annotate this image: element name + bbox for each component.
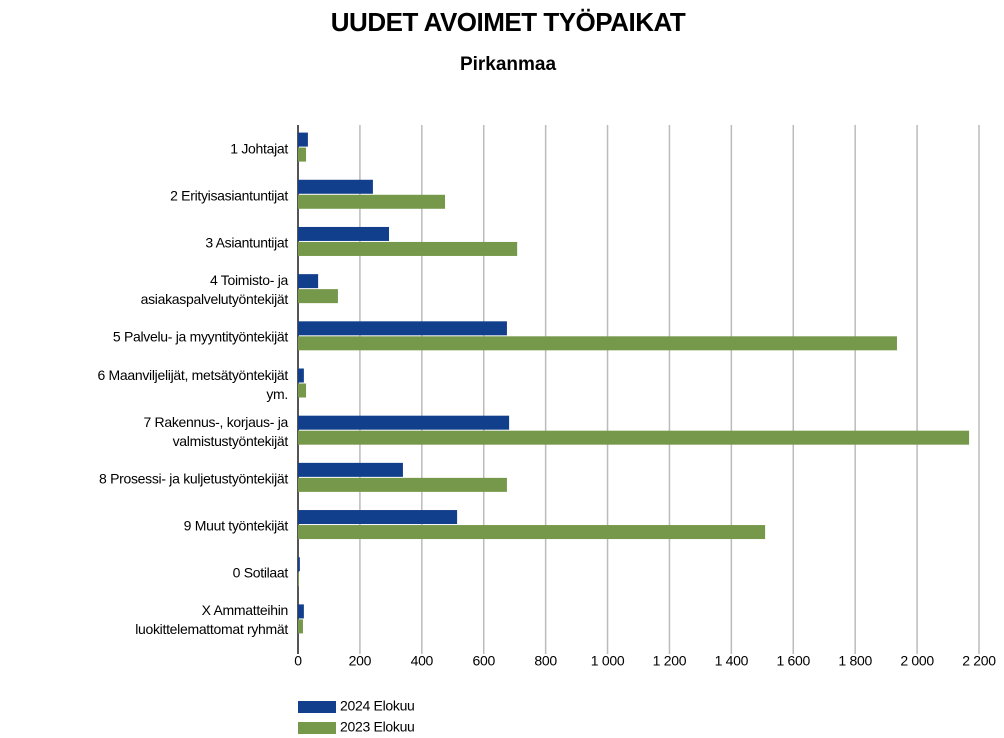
bar bbox=[298, 619, 303, 634]
x-tick-label: 2 200 bbox=[962, 653, 996, 669]
x-tick-label: 600 bbox=[472, 653, 495, 669]
x-tick-label: 1 800 bbox=[838, 653, 872, 669]
legend-swatch bbox=[298, 701, 336, 713]
bar bbox=[298, 383, 307, 398]
bar bbox=[298, 289, 338, 304]
y-tick-label: 0 Sotilaat bbox=[232, 564, 289, 581]
chart-title: UUDET AVOIMET TYÖPAIKAT bbox=[331, 7, 686, 37]
bar bbox=[298, 430, 970, 445]
chart-subtitle: Pirkanmaa bbox=[460, 54, 557, 75]
bar bbox=[298, 241, 518, 256]
x-tick-label: 1 000 bbox=[591, 653, 625, 669]
bar bbox=[298, 415, 510, 430]
bar bbox=[298, 572, 299, 587]
y-tick-label: 8 Prosessi- ja kuljetustyöntekijät bbox=[99, 470, 288, 487]
x-tick-label: 1 200 bbox=[653, 653, 687, 669]
bar bbox=[298, 179, 373, 194]
y-tick-label: 4 Toimisto- ja asiakaspalvelutyöntekijät bbox=[140, 272, 289, 308]
x-tick-label: 800 bbox=[534, 653, 557, 669]
x-tick-label: 400 bbox=[411, 653, 434, 669]
bar bbox=[298, 604, 304, 619]
y-tick-label: 7 Rakennus-, korjaus- ja valmistustyönte… bbox=[143, 413, 288, 449]
y-tick-label: 9 Muut työntekijät bbox=[183, 517, 289, 534]
bar bbox=[298, 336, 897, 351]
legend-label: 2023 Elokuu bbox=[340, 719, 415, 735]
legend-label: 2024 Elokuu bbox=[340, 698, 415, 714]
legend-swatch bbox=[298, 722, 336, 734]
y-tick-label: 3 Asiantuntijat bbox=[205, 234, 288, 251]
y-tick-label: 5 Palvelu- ja myyntityöntekijät bbox=[112, 328, 288, 345]
bar bbox=[298, 132, 308, 147]
bar bbox=[298, 477, 507, 492]
bar bbox=[298, 557, 300, 572]
x-tick-label: 200 bbox=[349, 653, 372, 669]
bar bbox=[298, 368, 304, 383]
y-tick-label: 1 Johtajat bbox=[230, 140, 288, 157]
y-tick-label: 2 Erityisasiantuntijat bbox=[170, 187, 288, 204]
bar bbox=[298, 147, 307, 162]
x-tick-label: 0 bbox=[294, 653, 302, 669]
bar bbox=[298, 274, 319, 289]
bar bbox=[298, 462, 403, 477]
bar bbox=[298, 194, 446, 209]
bar bbox=[298, 510, 458, 525]
bar bbox=[298, 321, 507, 336]
bar bbox=[298, 525, 766, 540]
x-tick-label: 1 600 bbox=[776, 653, 810, 669]
bar bbox=[298, 226, 390, 241]
y-tick-label: 6 Maanviljelijät, metsätyöntekijät ym. bbox=[97, 366, 288, 402]
y-tick-label: X Ammatteihin luokittelemattomat ryhmät bbox=[135, 602, 288, 638]
x-tick-label: 1 400 bbox=[715, 653, 749, 669]
x-tick-label: 2 000 bbox=[900, 653, 934, 669]
